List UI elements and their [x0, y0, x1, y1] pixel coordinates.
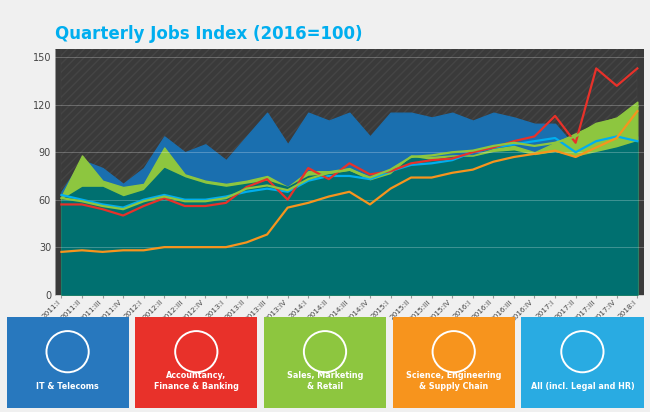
Text: Accountancy,
Finance & Banking: Accountancy, Finance & Banking [154, 371, 239, 391]
Text: Science, Engineering
& Supply Chain: Science, Engineering & Supply Chain [406, 371, 501, 391]
Text: Quarterly Jobs Index (2016=100): Quarterly Jobs Index (2016=100) [55, 25, 363, 43]
Text: Sales, Marketing
& Retail: Sales, Marketing & Retail [287, 371, 363, 391]
Text: IT & Telecoms: IT & Telecoms [36, 382, 99, 391]
Text: All (incl. Legal and HR): All (incl. Legal and HR) [530, 382, 634, 391]
